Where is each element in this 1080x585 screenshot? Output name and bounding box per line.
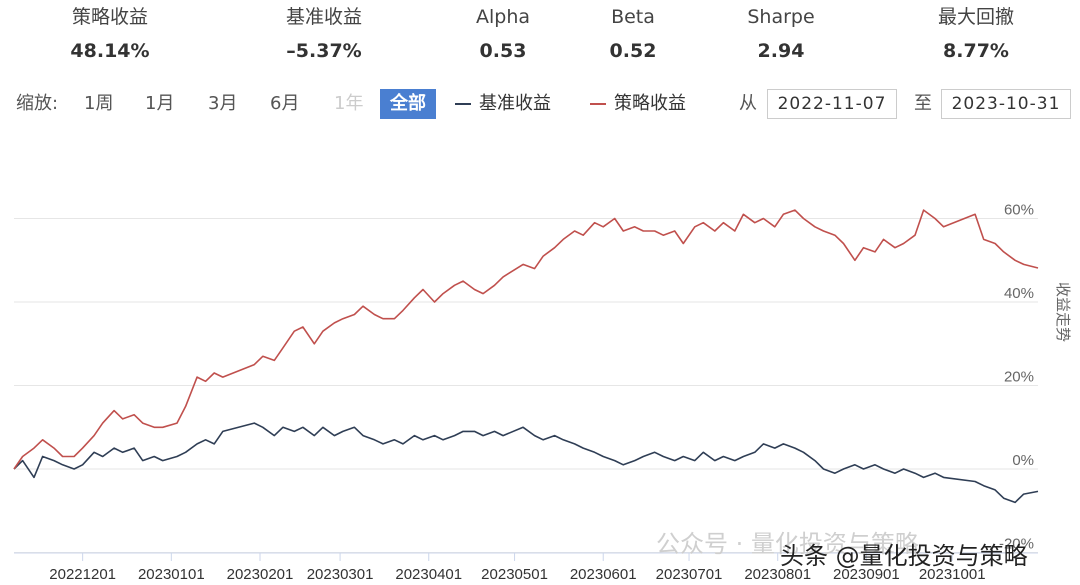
legend-swatch-benchmark xyxy=(455,103,471,105)
zoom-6m-button[interactable]: 6月 xyxy=(270,93,300,114)
watermark-faint: 公众号 · 量化投资与策略 xyxy=(656,530,919,558)
stat-label: 策略收益 xyxy=(71,6,148,28)
from-date-input[interactable]: 2022-11-07 xyxy=(767,89,897,119)
legend-swatch-strategy xyxy=(590,103,606,105)
stat-value: –5.37% xyxy=(286,40,362,62)
y-tick-label: 0% xyxy=(1012,452,1034,469)
to-label: 至 xyxy=(914,93,932,114)
x-tick-label: 20231001 xyxy=(919,566,986,583)
zoom-1m-button[interactable]: 1月 xyxy=(145,93,175,114)
from-label: 从 xyxy=(739,93,757,114)
stat-alpha: Alpha 0.53 xyxy=(423,4,583,64)
stat-label: Beta xyxy=(611,6,655,28)
x-tick-label: 20230401 xyxy=(395,566,462,583)
stat-value: 8.77% xyxy=(943,40,1009,62)
stat-label: 基准收益 xyxy=(285,6,362,28)
stat-label: 最大回撤 xyxy=(937,6,1014,28)
stat-value: 0.52 xyxy=(609,40,657,62)
x-tick-label: 20230901 xyxy=(833,566,900,583)
strategy-return-line xyxy=(13,209,1039,470)
zoom-3m-button[interactable]: 3月 xyxy=(208,93,238,114)
x-tick-label: 20230201 xyxy=(227,566,294,583)
stat-max-drawdown: 最大回撤 8.77% xyxy=(896,4,1056,64)
zoom-all-button[interactable]: 全部 xyxy=(380,89,436,119)
x-tick-label: 20221201 xyxy=(49,566,116,583)
y-tick-label: 40% xyxy=(1004,285,1034,302)
stats-summary: 策略收益 48.14% 基准收益 –5.37% Alpha 0.53 Beta … xyxy=(0,0,1080,70)
y-tick-label: 60% xyxy=(1004,202,1034,219)
y-tick-label: -20% xyxy=(999,536,1034,553)
stat-sharpe: Sharpe 2.94 xyxy=(701,4,861,64)
x-tick-label: 20230101 xyxy=(138,566,205,583)
to-date-input[interactable]: 2023-10-31 xyxy=(941,89,1071,119)
x-tick-label: 20230501 xyxy=(481,566,548,583)
zoom-label: 缩放: xyxy=(16,93,59,114)
stat-benchmark-return: 基准收益 –5.37% xyxy=(244,4,404,64)
stat-value: 2.94 xyxy=(757,40,805,62)
stat-label: Sharpe xyxy=(747,6,815,28)
stat-beta: Beta 0.52 xyxy=(553,4,713,64)
stat-strategy-return: 策略收益 48.14% xyxy=(30,4,190,64)
stat-label: Alpha xyxy=(475,6,531,28)
x-tick-label: 20230701 xyxy=(656,566,723,583)
legend-label: 基准收益 xyxy=(479,93,551,114)
x-tick-label: 20230801 xyxy=(744,566,811,583)
benchmark-return-line xyxy=(13,422,1039,504)
legend-strategy[interactable]: 策略收益 xyxy=(590,91,686,117)
zoom-1w-button[interactable]: 1周 xyxy=(84,93,114,114)
y-axis-label: 收益走势 xyxy=(1054,282,1071,342)
zoom-1y-button[interactable]: 1年 xyxy=(334,93,364,114)
x-tick-label: 20230601 xyxy=(570,566,637,583)
x-tick-label: 20230301 xyxy=(307,566,374,583)
stat-value: 48.14% xyxy=(70,40,150,62)
watermark-main: 头条 @量化投资与策略 xyxy=(780,542,1028,570)
y-tick-label: 20% xyxy=(1004,369,1034,386)
legend-label: 策略收益 xyxy=(614,93,686,114)
legend-benchmark[interactable]: 基准收益 xyxy=(455,91,551,117)
chart-toolbar: 缩放: 1周 1月 3月 6月 1年 全部 基准收益 策略收益 从 2022-1… xyxy=(0,86,1080,122)
stat-value: 0.53 xyxy=(479,40,527,62)
